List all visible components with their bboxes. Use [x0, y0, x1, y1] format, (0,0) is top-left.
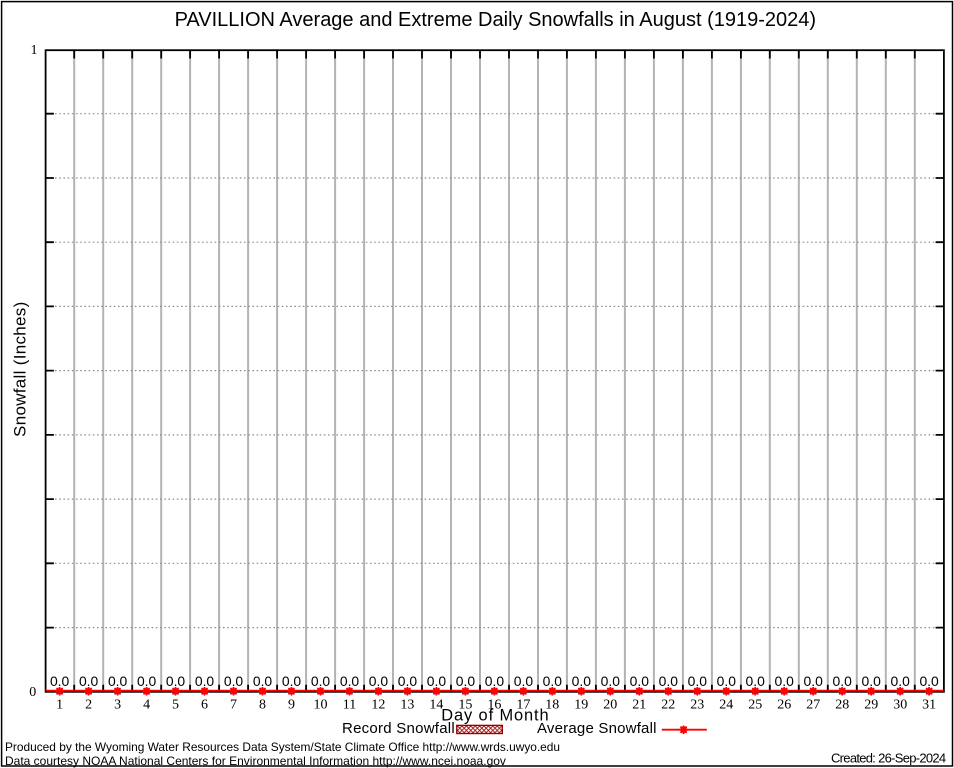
svg-text:Data courtesy NOAA National Ce: Data courtesy NOAA National Centers for … [5, 754, 506, 768]
svg-text:0: 0 [29, 685, 36, 700]
svg-text:8: 8 [259, 698, 266, 713]
svg-text:27: 27 [806, 698, 820, 713]
svg-text:Record Snowfall: Record Snowfall [342, 720, 455, 737]
svg-text:Snowfall (Inches): Snowfall (Inches) [11, 301, 30, 437]
svg-text:0.0: 0.0 [50, 673, 70, 689]
svg-text:0.0: 0.0 [340, 673, 360, 689]
svg-text:30: 30 [893, 698, 907, 713]
svg-text:0.0: 0.0 [514, 673, 534, 689]
svg-text:22: 22 [661, 698, 675, 713]
svg-text:5: 5 [172, 698, 179, 713]
svg-text:0.0: 0.0 [427, 673, 447, 689]
svg-text:17: 17 [516, 698, 530, 713]
svg-text:11: 11 [343, 698, 356, 713]
svg-text:14: 14 [429, 698, 443, 713]
svg-text:0.0: 0.0 [311, 673, 331, 689]
svg-text:18: 18 [545, 698, 559, 713]
svg-text:24: 24 [719, 698, 733, 713]
svg-text:1: 1 [56, 698, 63, 713]
svg-text:23: 23 [690, 698, 704, 713]
svg-text:0.0: 0.0 [282, 673, 302, 689]
svg-text:2: 2 [85, 698, 92, 713]
svg-text:Average Snowfall: Average Snowfall [537, 720, 657, 737]
svg-text:13: 13 [400, 698, 414, 713]
svg-text:0.0: 0.0 [572, 673, 592, 689]
svg-text:0.0: 0.0 [485, 673, 505, 689]
svg-text:1: 1 [31, 43, 38, 58]
svg-text:9: 9 [288, 698, 295, 713]
svg-text:0.0: 0.0 [224, 673, 244, 689]
svg-text:10: 10 [314, 698, 328, 713]
svg-text:Produced by the Wyoming Water: Produced by the Wyoming Water Resources … [5, 740, 560, 754]
svg-text:12: 12 [371, 698, 385, 713]
svg-text:31: 31 [922, 698, 936, 713]
svg-text:4: 4 [143, 698, 150, 713]
svg-text:29: 29 [864, 698, 878, 713]
svg-text:0.0: 0.0 [862, 673, 882, 689]
svg-text:3: 3 [114, 698, 121, 713]
svg-text:0.0: 0.0 [919, 673, 939, 689]
svg-text:Created: 26-Sep-2024: Created: 26-Sep-2024 [831, 751, 946, 766]
svg-text:0.0: 0.0 [659, 673, 679, 689]
svg-text:0.0: 0.0 [253, 673, 273, 689]
svg-text:0.0: 0.0 [398, 673, 418, 689]
svg-text:0.0: 0.0 [543, 673, 563, 689]
svg-text:0.0: 0.0 [804, 673, 824, 689]
svg-text:0.0: 0.0 [137, 673, 157, 689]
svg-text:0.0: 0.0 [833, 673, 853, 689]
svg-text:0.0: 0.0 [195, 673, 215, 689]
svg-text:0.0: 0.0 [601, 673, 621, 689]
svg-text:0.0: 0.0 [79, 673, 99, 689]
svg-text:0.0: 0.0 [746, 673, 766, 689]
svg-text:7: 7 [230, 698, 237, 713]
svg-text:19: 19 [574, 698, 588, 713]
svg-text:0.0: 0.0 [717, 673, 737, 689]
svg-text:25: 25 [748, 698, 762, 713]
svg-text:26: 26 [777, 698, 791, 713]
svg-text:PAVILLION Average and Extreme: PAVILLION Average and Extreme Daily Snow… [175, 9, 816, 31]
svg-text:20: 20 [603, 698, 617, 713]
svg-text:0.0: 0.0 [891, 673, 911, 689]
svg-text:15: 15 [458, 698, 472, 713]
svg-text:0.0: 0.0 [369, 673, 389, 689]
svg-text:0.0: 0.0 [688, 673, 708, 689]
svg-text:0.0: 0.0 [775, 673, 795, 689]
svg-text:16: 16 [487, 698, 501, 713]
svg-text:0.0: 0.0 [456, 673, 476, 689]
svg-text:6: 6 [201, 698, 208, 713]
svg-text:28: 28 [835, 698, 849, 713]
svg-text:21: 21 [632, 698, 646, 713]
svg-text:0.0: 0.0 [166, 673, 186, 689]
svg-text:0.0: 0.0 [630, 673, 650, 689]
svg-text:0.0: 0.0 [108, 673, 128, 689]
svg-text:Day of Month: Day of Month [441, 706, 549, 724]
